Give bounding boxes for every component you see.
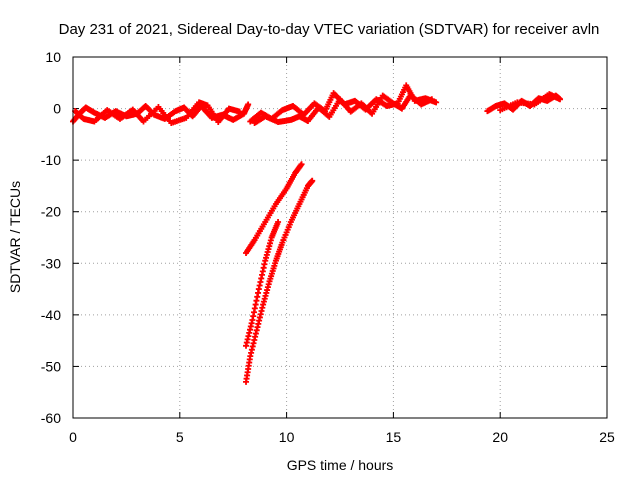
x-tick-label: 10 [279, 429, 295, 445]
x-axis-label: GPS time / hours [287, 457, 394, 473]
data-series [72, 99, 243, 127]
data-point-marker [497, 107, 504, 114]
data-point-marker [428, 96, 435, 103]
data-point-marker [275, 219, 282, 226]
data-point-marker [309, 177, 316, 184]
chart-title: Day 231 of 2021, Sidereal Day-to-day VTE… [59, 21, 600, 38]
data-point-marker [245, 101, 252, 108]
data-series [484, 91, 564, 115]
y-tick-label: 0 [53, 101, 61, 117]
y-tick-label: -40 [41, 307, 61, 323]
x-tick-label: 25 [599, 429, 615, 445]
x-tick-label: 0 [69, 429, 77, 445]
data-series [251, 92, 435, 127]
y-tick-label: -10 [41, 152, 61, 168]
axis-ticks: 0 5 10 15 20 25 10 0 -10 -20 -30 -40 -50 -60 [41, 49, 615, 445]
plot-frame [72, 56, 608, 419]
data-point-marker [298, 161, 305, 168]
y-tick-label: -20 [41, 204, 61, 220]
y-axis-label: SDTVAR / TECUs [7, 181, 23, 293]
x-tick-label: 15 [386, 429, 402, 445]
y-tick-label: 10 [45, 49, 61, 65]
y-tick-label: -60 [41, 410, 61, 426]
data-points [70, 82, 564, 385]
data-series [243, 161, 305, 256]
data-series [243, 219, 282, 349]
y-tick-label: -30 [41, 255, 61, 271]
y-tick-label: -50 [41, 358, 61, 374]
x-tick-label: 5 [176, 429, 184, 445]
x-tick-label: 20 [492, 429, 508, 445]
data-series [243, 177, 316, 385]
data-point-marker [236, 108, 243, 115]
data-point-marker [433, 99, 440, 106]
